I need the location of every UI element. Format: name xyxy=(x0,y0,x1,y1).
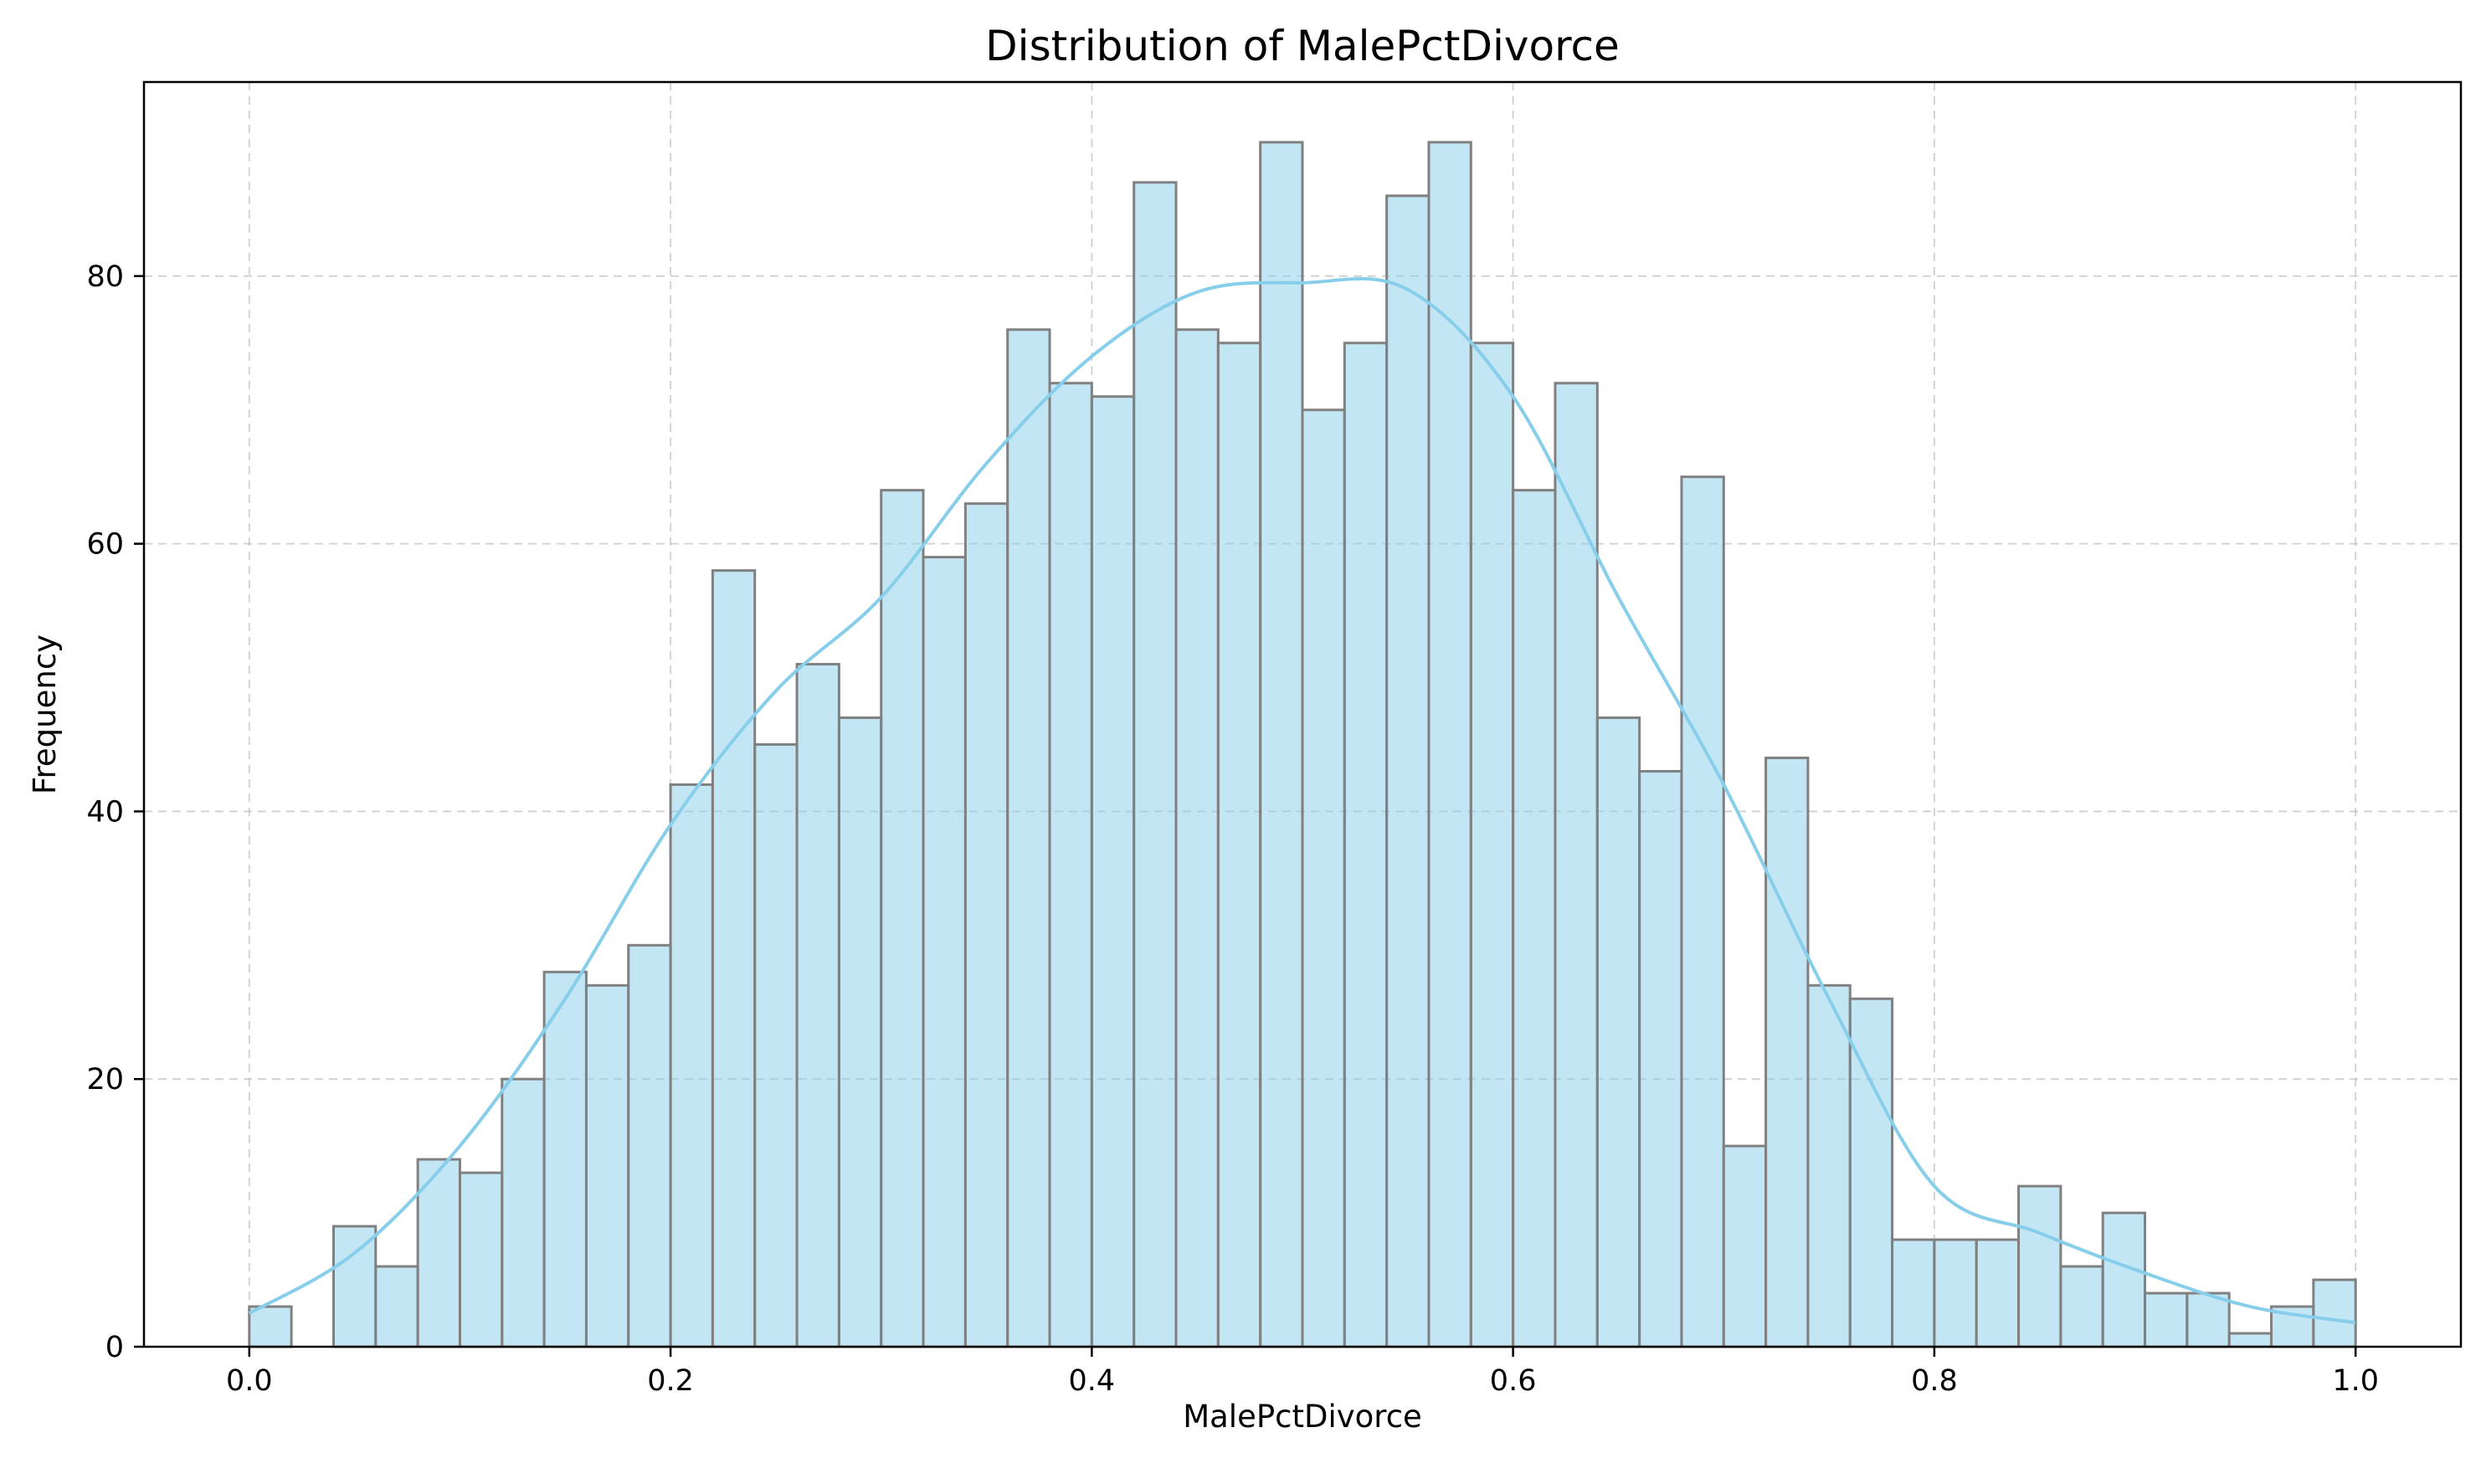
histogram-bar xyxy=(1385,194,1430,1348)
histogram-bar xyxy=(1891,1238,1936,1348)
histogram-bar xyxy=(1975,1238,2021,1348)
y-axis-ticks: 0 20 40 60 80 xyxy=(86,260,144,1364)
histogram-bar xyxy=(1006,328,1051,1348)
y-tick-label: 80 xyxy=(86,260,124,294)
histogram-bar xyxy=(374,1265,419,1348)
histogram-bar xyxy=(795,663,840,1348)
histogram-bar xyxy=(2101,1211,2147,1348)
y-tick-label: 20 xyxy=(86,1063,124,1096)
histogram-bar xyxy=(1595,716,1641,1348)
histogram-bar xyxy=(669,783,714,1348)
y-tick-label: 60 xyxy=(86,528,124,562)
histogram-bar xyxy=(1638,769,1683,1348)
histogram-bar xyxy=(1512,489,1557,1348)
histogram-bar xyxy=(1933,1238,1978,1348)
histogram-bar xyxy=(1090,395,1136,1348)
histogram-bar xyxy=(753,742,799,1348)
chart-title: Distribution of MalePctDivorce xyxy=(985,22,1620,70)
histogram-bar xyxy=(627,943,672,1348)
x-tick-label: 0.2 xyxy=(647,1364,694,1398)
x-tick-label: 0.8 xyxy=(1911,1364,1958,1398)
histogram-bar xyxy=(1427,141,1472,1348)
histogram-bar xyxy=(1343,341,1389,1348)
histogram-bar xyxy=(1174,328,1220,1348)
y-tick-label: 0 xyxy=(105,1331,124,1364)
x-tick-label: 0.4 xyxy=(1069,1364,1116,1398)
histogram-bar xyxy=(2227,1332,2273,1348)
histogram-bar xyxy=(2059,1265,2104,1348)
x-tick-label: 1.0 xyxy=(2332,1364,2379,1398)
axes-frame xyxy=(142,80,2463,1348)
x-axis-ticks: 0.0 0.2 0.4 0.6 0.8 1.0 xyxy=(226,1347,2379,1398)
histogram-bar xyxy=(1554,382,1599,1348)
histogram-bar xyxy=(1301,408,1346,1348)
histogram-bar xyxy=(331,1225,378,1348)
histogram-bar xyxy=(248,1305,293,1348)
histogram-bar xyxy=(880,489,925,1348)
histogram-bar xyxy=(1133,181,1178,1348)
histogram-bar xyxy=(1764,756,1810,1348)
histogram-bar xyxy=(584,983,630,1348)
histogram-bars xyxy=(248,141,2357,1348)
histogram-bar xyxy=(837,716,883,1348)
histogram-bar xyxy=(2186,1291,2231,1348)
histogram-bar xyxy=(1806,983,1852,1348)
kde-curve xyxy=(248,277,2356,1325)
histogram-bar xyxy=(1259,141,1304,1348)
histogram-bar xyxy=(2312,1278,2357,1348)
histogram-bar xyxy=(501,1077,546,1348)
histogram-bar xyxy=(1469,341,1515,1348)
x-tick-label: 0.0 xyxy=(226,1364,273,1398)
histogram-bar xyxy=(711,569,757,1348)
histogram-bar xyxy=(1216,341,1262,1348)
y-tick-label: 40 xyxy=(86,795,124,829)
histogram-bar xyxy=(1680,475,1725,1348)
x-tick-label: 0.6 xyxy=(1490,1364,1537,1398)
y-axis-label: Frequency xyxy=(27,634,63,794)
histogram-bar xyxy=(2144,1291,2189,1348)
x-axis-label: MalePctDivorce xyxy=(1183,1399,1422,1435)
histogram-bar xyxy=(458,1171,504,1348)
histogram-bar xyxy=(416,1158,461,1348)
histogram-bar xyxy=(542,970,588,1348)
histogram-bar xyxy=(1048,382,1093,1348)
histogram-bar xyxy=(2017,1184,2062,1348)
histogram-bar xyxy=(922,556,967,1348)
histogram-bar xyxy=(963,502,1009,1348)
histogram-bar xyxy=(1722,1144,1768,1348)
